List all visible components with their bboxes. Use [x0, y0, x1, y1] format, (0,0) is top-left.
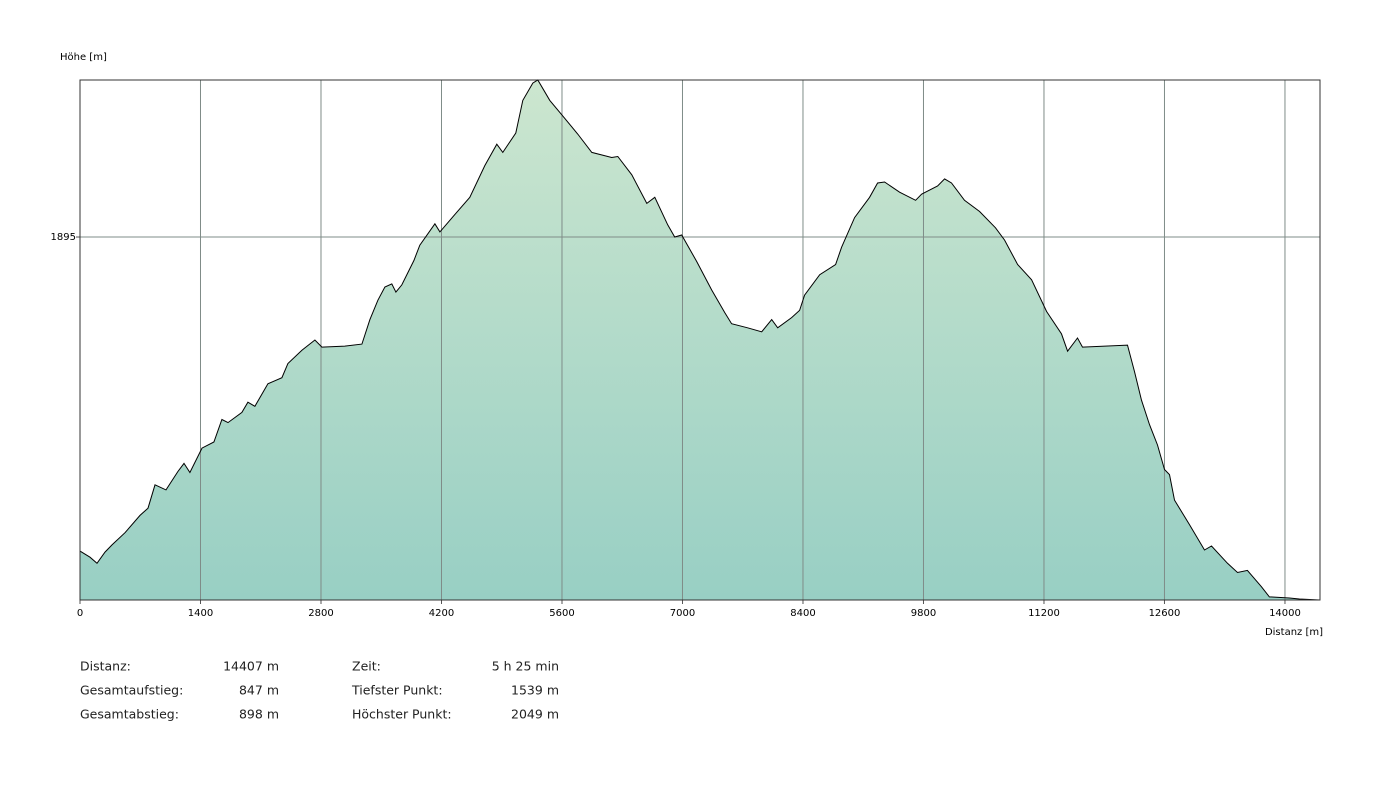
y-axis-label: Höhe [m] — [60, 52, 107, 63]
x-tick-label: 8400 — [790, 608, 815, 619]
x-axis-label: Distanz [m] — [1265, 627, 1323, 638]
x-tick-label: 2800 — [308, 608, 333, 619]
y-tick-label: 1895 — [51, 232, 76, 243]
stat-label: Gesamtaufstieg: — [80, 683, 183, 698]
x-tick-label: 0 — [77, 608, 83, 619]
stat-label: Zeit: — [352, 659, 381, 674]
stat-label: Gesamtabstieg: — [80, 707, 179, 722]
stat-value: 847 m — [239, 683, 279, 698]
stat-label: Tiefster Punkt: — [351, 683, 443, 698]
x-tick-label: 1400 — [188, 608, 213, 619]
x-tick-label: 5600 — [549, 608, 574, 619]
stat-value: 898 m — [239, 707, 279, 722]
stat-value: 14407 m — [223, 659, 279, 674]
plot-frame — [79, 79, 1321, 601]
x-tick-label: 4200 — [429, 608, 454, 619]
stat-value: 2049 m — [511, 707, 559, 722]
area-fill — [80, 80, 1320, 600]
stat-label: Höchster Punkt: — [352, 707, 452, 722]
stat-value: 1539 m — [511, 683, 559, 698]
stat-value: 5 h 25 min — [492, 659, 559, 674]
x-tick-label: 11200 — [1028, 608, 1060, 619]
area-line — [79, 79, 1321, 601]
x-tick-label: 14000 — [1269, 608, 1301, 619]
stat-label: Distanz: — [80, 659, 131, 674]
x-tick-label: 7000 — [670, 608, 695, 619]
x-tick-label: 9800 — [911, 608, 936, 619]
x-tick-label: 12600 — [1149, 608, 1181, 619]
